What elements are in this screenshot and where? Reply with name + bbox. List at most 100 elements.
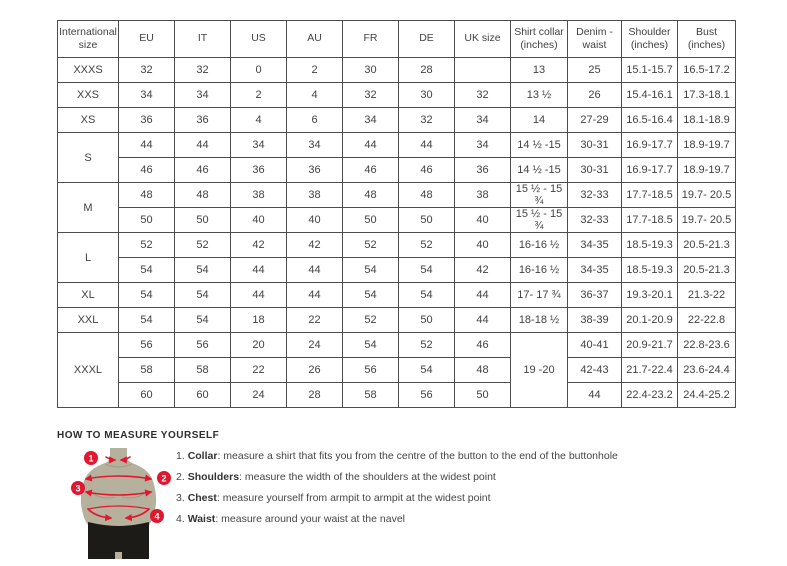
column-header: Shirt collar (inches) [510,20,568,58]
size-cell: 32 [174,57,231,83]
size-cell: 40 [454,232,511,258]
measure-marker-circle [157,471,171,485]
size-cell: L [57,232,119,283]
size-cell: 18-18 ½ [510,307,568,333]
size-cell: 54 [118,282,175,308]
table-row: L 52 52 42 42 52 52 40 16-16 ½ 34-35 18.5-19.3 20.5… [57,232,736,283]
size-cell: XXXL [57,332,119,408]
size-cell: 36 [286,157,343,183]
size-cell: 36-37 [567,282,622,308]
size-cell: 40 [454,207,511,233]
table-row: XS 36 36 4 6 34 32 34 14 27-29 16.5-16.4 18.1-18.9 [57,107,736,133]
measure-marker-number: 2 [161,473,166,483]
size-cell: 13 [510,57,568,83]
size-cell: 58 [118,357,175,383]
column-header: Shoulder (inches) [621,20,678,58]
size-cell: 50 [398,307,455,333]
size-cell: 14 ½ -15 [510,157,568,183]
size-cell: 17- 17 ¾ [510,282,568,308]
size-cell: 54 [174,257,231,283]
size-cell: 20.5-21.3 [677,257,736,283]
measure-marker-number: 3 [75,483,80,493]
table-row: XL 54 54 44 44 54 54 44 17- 17 ¾ 36-37 19.3-20.1 21… [57,282,736,308]
size-cell: 46 [174,157,231,183]
size-cell: 17.7-18.5 [621,207,678,233]
table-row: XXS 34 34 2 4 32 30 32 13 ½ 26 15.4-16.1 17.3-18.1 [57,82,736,108]
size-cell [454,57,511,83]
size-cell: 20.5-21.3 [677,232,736,258]
size-cell: 38 [454,182,511,208]
size-cell: 58 [174,357,231,383]
size-cell: 44 [286,257,343,283]
size-cell: 48 [342,182,399,208]
waist-measure-line [87,508,113,522]
instruction-collar: 1. Collar: measure a shirt that fits you… [176,446,618,467]
size-cell: 44 [567,382,622,408]
table-row: M 48 48 38 38 48 48 38 15 ½ - 15 ¾ 32-33 17.7-18.5… [57,182,736,233]
size-cell: 16-16 ½ [510,257,568,283]
size-cell: 18.5-19.3 [621,257,678,283]
size-cell: 52 [174,232,231,258]
size-cell: 60 [174,382,231,408]
instruction-number: 1. [176,450,185,462]
instruction-term: Chest [187,492,217,504]
size-cell: XXXS [57,57,119,83]
size-cell: 44 [454,307,511,333]
shoulders-measure-line [84,474,153,482]
size-cell: 18 [230,307,287,333]
column-header: US [230,20,287,58]
column-header: AU [286,20,343,58]
size-cell: 44 [454,282,511,308]
size-cell: 30-31 [567,132,622,158]
size-cell: XXL [57,307,119,333]
size-cell: 34 [454,107,511,133]
measure-instructions: 1. Collar: measure a shirt that fits you… [176,446,618,530]
waist-measure-line [124,508,150,522]
size-chart-table: International size EU IT US AU FR DE UK size Shi… [57,20,736,408]
size-cell: 22.4-23.2 [621,382,678,408]
size-cell: 20 [230,332,287,358]
table-row: XXXS 32 32 0 2 30 28 13 25 15.1-15.7 16.5-17.2 [57,57,736,83]
instruction-text: : measure yourself from armpit to armpit… [216,492,491,504]
size-cell: 34 [118,82,175,108]
table-row: XXXL 56 56 20 24 54 52 46 19 -20 40-41 20.9-21.7 22… [57,332,736,408]
table-row: XXL 54 54 18 22 52 50 44 18-18 ½ 38-39 20.1-20.9 22… [57,307,736,333]
size-cell: 34-35 [567,257,622,283]
size-cell: 54 [398,257,455,283]
size-cell: 54 [342,257,399,283]
waist-measure-top-arc [87,505,150,510]
size-cell: 48 [118,182,175,208]
size-cell: S [57,132,119,183]
size-cell: 18.9-19.7 [677,157,736,183]
size-cell: 32-33 [567,182,622,208]
size-cell: 56 [174,332,231,358]
size-cell: 16.9-17.7 [621,157,678,183]
size-cell: 19.7- 20.5 [677,182,736,208]
measure-section-heading: HOW TO MEASURE YOURSELF [57,430,220,441]
size-cell: 30 [398,82,455,108]
measure-marker-number: 1 [88,453,93,463]
size-cell: 14 [510,107,568,133]
size-cell: 32-33 [567,207,622,233]
instruction-term: Waist [187,513,216,525]
measure-marker-circle [71,481,85,495]
column-header: DE [398,20,455,58]
size-cell: 46 [454,332,511,358]
size-cell: XS [57,107,119,133]
instruction-number: 4. [176,513,185,525]
size-cell: 42-43 [567,357,622,383]
mannequin-shorts [88,522,149,559]
size-cell: 40 [230,207,287,233]
size-cell: 19.3-20.1 [621,282,678,308]
size-cell: 44 [174,132,231,158]
size-cell: 54 [174,307,231,333]
column-header: FR [342,20,399,58]
size-cell: M [57,182,119,233]
size-cell: 34-35 [567,232,622,258]
instruction-term: Shoulders [187,471,240,483]
size-cell: 28 [286,382,343,408]
instruction-text: : measure a shirt that fits you from the… [217,450,618,462]
size-cell: 48 [454,357,511,383]
column-header: Denim - waist [567,20,622,58]
size-cell: 36 [230,157,287,183]
